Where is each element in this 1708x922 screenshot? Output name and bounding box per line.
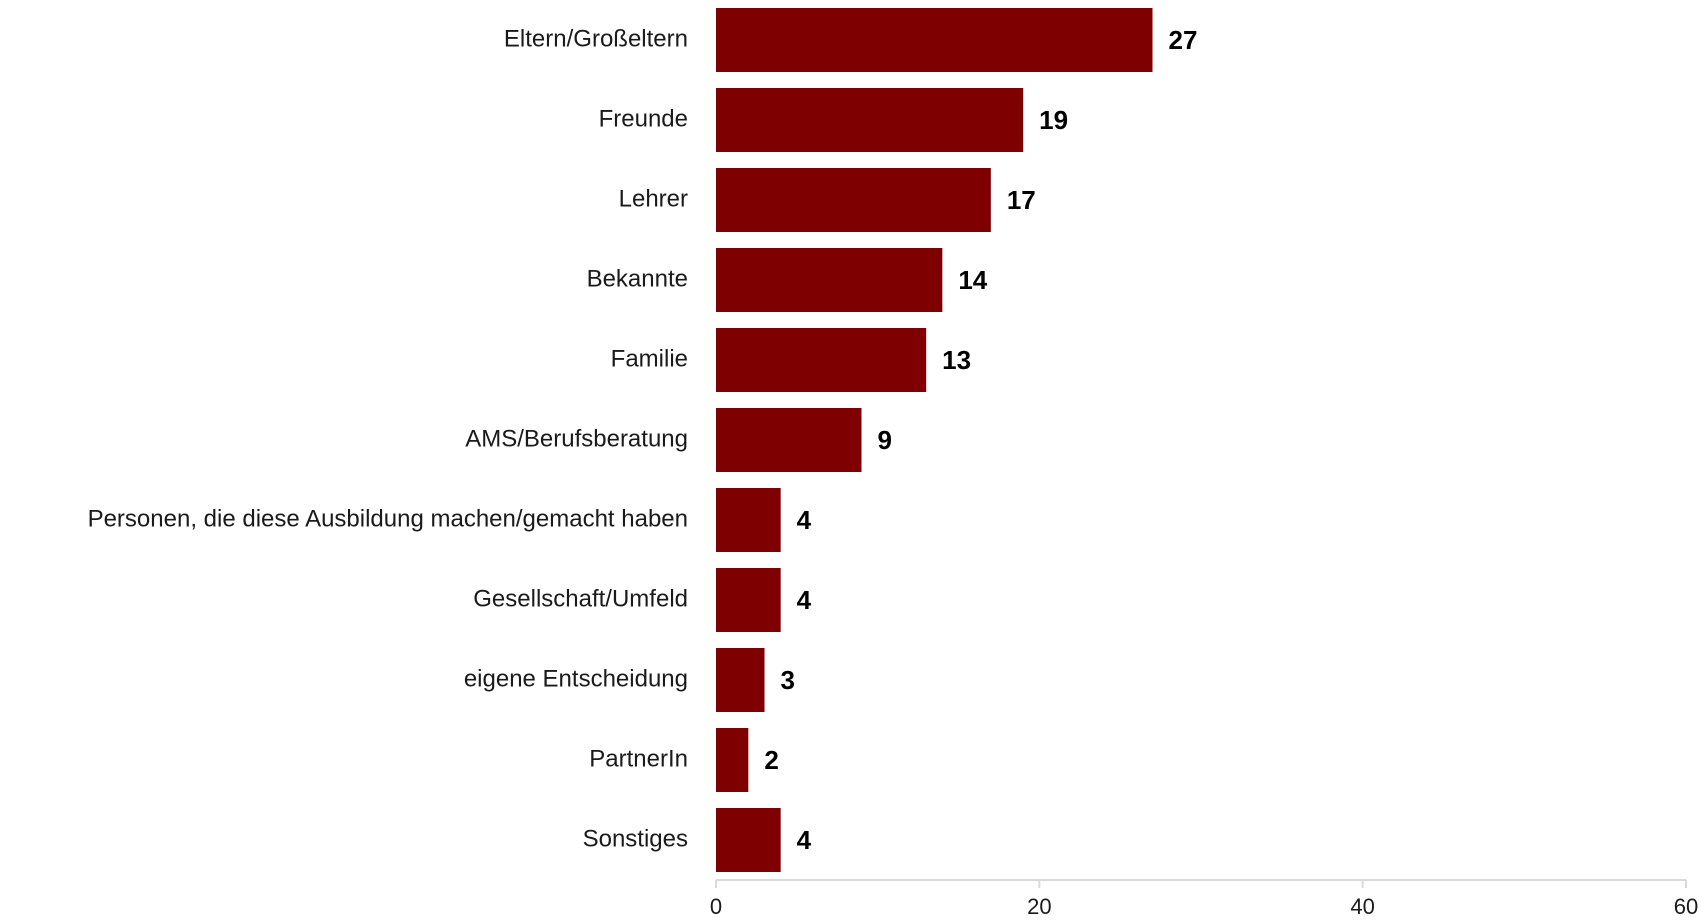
x-axis: 0 20 40 60 (710, 879, 1698, 919)
data-label: 4 (797, 585, 812, 615)
category-label: Lehrer (619, 185, 688, 212)
data-label: 27 (1169, 25, 1198, 55)
bar (716, 568, 781, 632)
data-label: 4 (797, 825, 812, 855)
category-label: Sonstiges (583, 825, 688, 852)
category-label: eigene Entscheidung (464, 665, 688, 692)
category-label: Eltern/Großeltern (504, 25, 688, 52)
bar (716, 408, 862, 472)
x-tick-label: 40 (1350, 894, 1374, 919)
category-label: AMS/Berufsberatung (465, 425, 688, 452)
category-label: Familie (611, 345, 688, 372)
bar (716, 248, 943, 312)
data-label: 17 (1007, 185, 1036, 215)
bar (716, 8, 1153, 72)
category-label: Freunde (599, 105, 688, 132)
category-label: Gesellschaft/Umfeld (473, 585, 688, 612)
data-label: 2 (764, 745, 778, 775)
bar (716, 88, 1024, 152)
bar (716, 328, 927, 392)
data-label: 19 (1039, 105, 1068, 135)
x-tick-label: 60 (1674, 894, 1698, 919)
bar (716, 808, 781, 872)
x-tick-label: 20 (1027, 894, 1051, 919)
data-label: 3 (781, 665, 795, 695)
bar (716, 488, 781, 552)
category-label: Personen, die diese Ausbildung machen/ge… (88, 505, 688, 532)
bar (716, 168, 991, 232)
data-label: 9 (878, 425, 892, 455)
category-label: PartnerIn (589, 745, 688, 772)
bar (716, 648, 765, 712)
x-tick-label: 0 (710, 894, 722, 919)
category-labels: Eltern/Großeltern Freunde Lehrer Bekannte Fa… (88, 25, 688, 852)
bar-group (716, 8, 1153, 872)
value-labels: 27 19 17 14 13 9 4 4 3 2 4 (764, 25, 1197, 855)
data-label: 4 (797, 505, 812, 535)
data-label: 13 (942, 345, 971, 375)
category-label: Bekannte (587, 265, 688, 292)
bar (716, 728, 749, 792)
data-label: 14 (958, 265, 987, 295)
